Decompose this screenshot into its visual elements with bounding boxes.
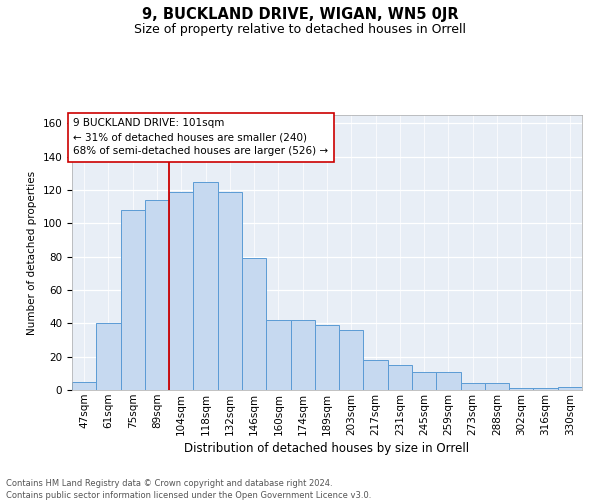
Bar [509,388,533,390]
Bar [364,360,388,390]
Bar [266,320,290,390]
X-axis label: Distribution of detached houses by size in Orrell: Distribution of detached houses by size … [184,442,470,455]
Bar [145,200,169,390]
Bar [72,382,96,390]
Bar [485,384,509,390]
Bar [533,388,558,390]
Text: Size of property relative to detached houses in Orrell: Size of property relative to detached ho… [134,22,466,36]
Text: 9, BUCKLAND DRIVE, WIGAN, WN5 0JR: 9, BUCKLAND DRIVE, WIGAN, WN5 0JR [142,8,458,22]
Text: 9 BUCKLAND DRIVE: 101sqm
← 31% of detached houses are smaller (240)
68% of semi-: 9 BUCKLAND DRIVE: 101sqm ← 31% of detach… [73,118,328,156]
Bar [436,372,461,390]
Bar [339,330,364,390]
Bar [96,324,121,390]
Y-axis label: Number of detached properties: Number of detached properties [27,170,37,334]
Bar [193,182,218,390]
Bar [121,210,145,390]
Bar [461,384,485,390]
Bar [242,258,266,390]
Bar [388,365,412,390]
Bar [169,192,193,390]
Bar [315,325,339,390]
Bar [558,386,582,390]
Text: Contains HM Land Registry data © Crown copyright and database right 2024.
Contai: Contains HM Land Registry data © Crown c… [6,478,371,500]
Bar [412,372,436,390]
Bar [218,192,242,390]
Bar [290,320,315,390]
